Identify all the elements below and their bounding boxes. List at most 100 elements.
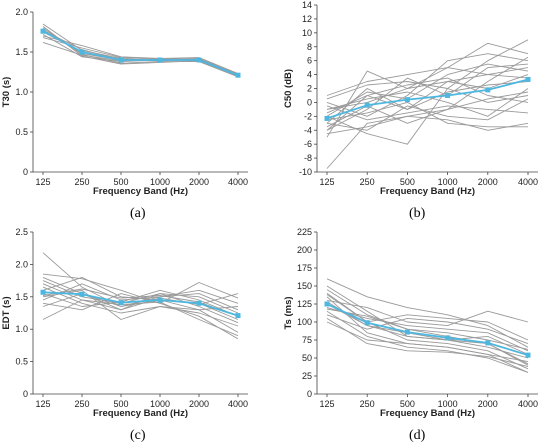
y-tick-label: 14 [302, 0, 312, 10]
mean-point [525, 76, 531, 82]
series-line-9 [326, 67, 529, 96]
mean-point [404, 329, 410, 335]
series-line-8 [326, 101, 528, 128]
mean-point [40, 28, 46, 34]
y-tick-label: 0.5 [15, 127, 28, 137]
mean-point [79, 49, 85, 55]
y-tick-label: 2.5 [15, 227, 28, 237]
mean-line [326, 78, 529, 120]
x-tick-label: 4000 [518, 399, 538, 409]
x-tick-label: 250 [360, 177, 375, 187]
series-line-5 [42, 27, 239, 78]
series-line-1 [326, 278, 529, 348]
mean-point [364, 102, 370, 108]
y-tick-label: -6 [304, 139, 312, 149]
x-tick-label: 250 [360, 399, 375, 409]
mean-point [196, 300, 202, 306]
y-tick-label: 150 [297, 281, 312, 291]
x-tick-label: 125 [35, 399, 50, 409]
mean-point [404, 97, 410, 103]
chart-panel-d: 0 25 50 75 100 125 150 175 200 225 125 250 500 1000 20… [283, 227, 538, 419]
y-tick-label: 10 [302, 28, 312, 38]
y-tick-label: 12 [302, 14, 312, 24]
y-tick-label: 50 [302, 353, 312, 363]
mean-point [485, 87, 491, 93]
x-tick-label: 250 [74, 399, 89, 409]
mean-line [42, 291, 239, 317]
y-tick-label: 75 [302, 335, 312, 345]
x-tick-label: 4000 [518, 177, 538, 187]
y-tick-label: 25 [302, 371, 312, 381]
x-tick-label: 1000 [438, 177, 458, 187]
y-tick-label: 0 [307, 97, 312, 107]
x-tick-label: 2000 [478, 399, 498, 409]
y-tick-label: 100 [297, 317, 312, 327]
series-line-10 [326, 321, 529, 363]
panel-label-b: (b) [409, 206, 426, 221]
series-line-14 [326, 318, 529, 368]
y-tick-label: 1.5 [15, 292, 28, 302]
series-line-13 [326, 301, 529, 365]
x-tick-label: 4000 [228, 177, 248, 187]
y-axis-title: C50 (dB) [283, 69, 294, 108]
y-tick-label: 1.0 [15, 324, 28, 334]
series-line-2 [326, 42, 529, 138]
chart-panel-b: -10 -8 -6 -4 -2 0 2 4 6 8 10 12 14 125 250 500 1000 2000 4… [283, 0, 538, 197]
series-line-9 [326, 314, 529, 345]
y-tick-label: -4 [304, 125, 312, 135]
x-tick-label: 500 [400, 177, 415, 187]
x-axis-title: Frequency Band (Hz) [93, 408, 188, 419]
series-line-3 [42, 34, 239, 77]
mean-point [485, 340, 491, 346]
mean-point [40, 289, 46, 295]
series-line-6 [326, 88, 529, 117]
series-line-14 [326, 105, 529, 121]
x-tick-label: 125 [319, 177, 334, 187]
y-tick-label: 2.0 [15, 259, 28, 269]
x-tick-label: 125 [35, 177, 50, 187]
x-tick-label: 4000 [228, 399, 248, 409]
x-tick-label: 500 [113, 177, 128, 187]
mean-point [157, 57, 163, 63]
series-line-16 [326, 98, 529, 131]
panel-label-c: (c) [130, 428, 146, 443]
x-tick-label: 2000 [478, 177, 498, 187]
y-tick-label: -8 [304, 153, 312, 163]
x-tick-label: 500 [113, 399, 128, 409]
mean-point [118, 57, 124, 63]
panel-label-a: (a) [130, 206, 146, 221]
mean-point [525, 352, 531, 358]
series-line-14 [42, 276, 239, 311]
y-axis-title: EDT (s) [1, 296, 12, 329]
x-tick-label: 1000 [438, 399, 458, 409]
x-axis-title: Frequency Band (Hz) [93, 186, 188, 197]
series-line-8 [326, 310, 529, 373]
mean-point [445, 335, 451, 341]
mean-point [79, 291, 85, 297]
y-tick-label: 0 [23, 389, 28, 399]
x-tick-label: 1000 [150, 177, 170, 187]
x-tick-label: 2000 [189, 399, 209, 409]
series-line-2 [42, 23, 239, 76]
series-line-7 [42, 35, 239, 75]
y-tick-label: 0.5 [15, 357, 28, 367]
x-tick-label: 500 [400, 399, 415, 409]
series-line-10 [42, 29, 239, 76]
y-tick-label: -2 [304, 111, 312, 121]
mean-point [196, 57, 202, 63]
y-tick-label: 125 [297, 299, 312, 309]
mean-point [324, 301, 330, 307]
mean-point [235, 72, 241, 78]
y-tick-label: 225 [297, 227, 312, 237]
x-tick-label: 2000 [189, 177, 209, 187]
series-line-12 [42, 288, 239, 317]
y-tick-label: 1.0 [15, 87, 28, 97]
series-line-13 [326, 63, 529, 117]
mean-point [445, 92, 451, 98]
series-line-10 [326, 115, 529, 135]
series-line-7 [326, 307, 529, 352]
series-line-15 [326, 308, 529, 350]
series-line-12 [326, 56, 529, 128]
mean-point [235, 313, 241, 319]
y-tick-label: -10 [299, 167, 312, 177]
